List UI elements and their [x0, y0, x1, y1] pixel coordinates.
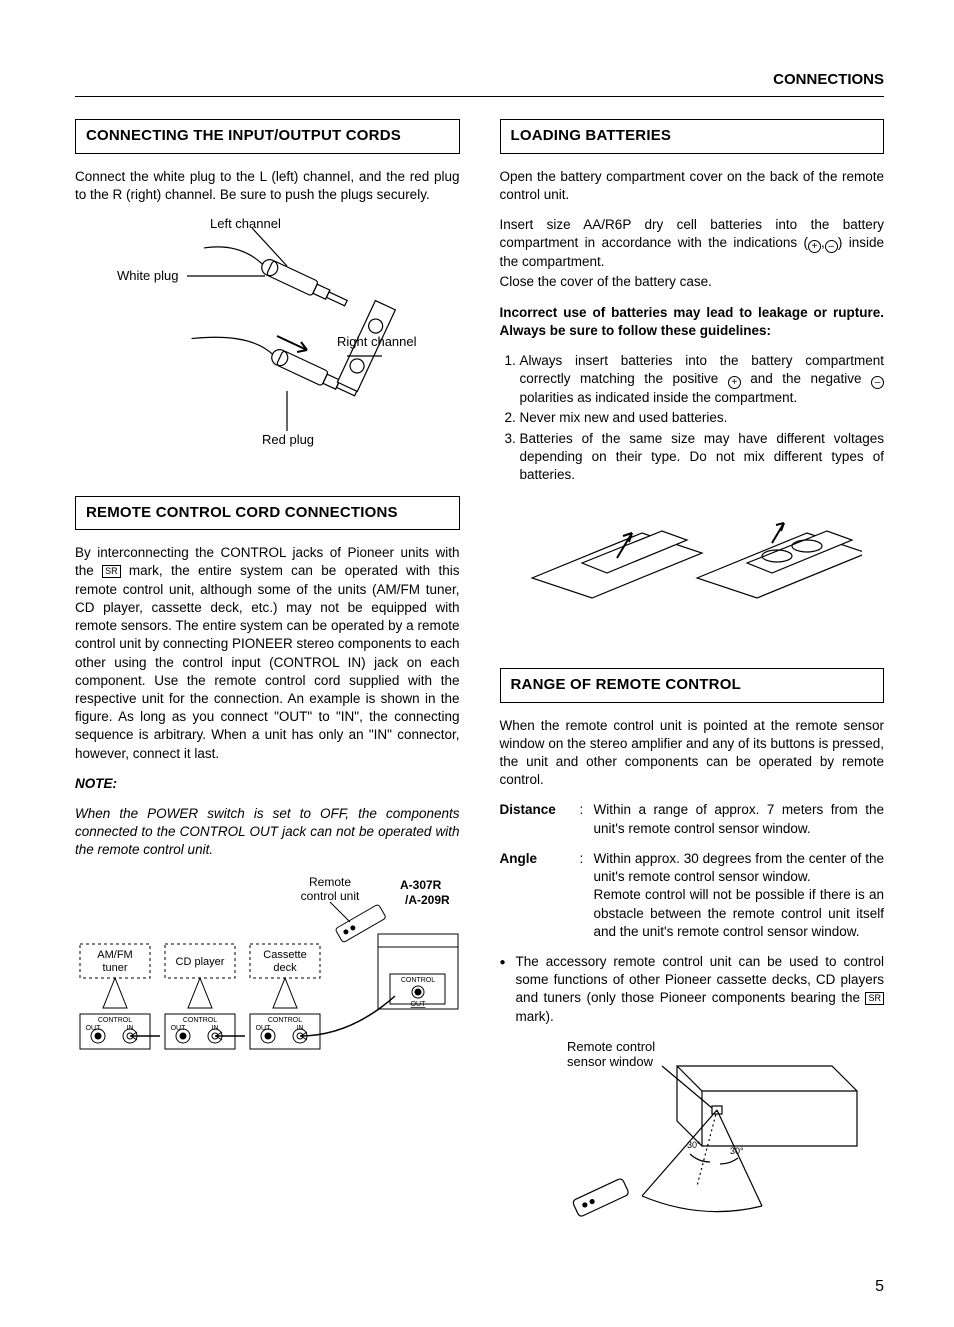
svg-text:OUT: OUT: [256, 1025, 272, 1032]
section-title-input-output: CONNECTING THE INPUT/OUTPUT CORDS: [75, 119, 460, 153]
svg-text:IN: IN: [297, 1025, 304, 1032]
list-item: The accessory remote control unit can be…: [500, 953, 885, 1026]
label-white-plug: White plug: [117, 268, 178, 283]
spec-label: Distance: [500, 801, 580, 837]
svg-text:30°: 30°: [730, 1146, 744, 1156]
spec-value: Within approx. 30 degrees from the cente…: [594, 850, 885, 941]
battery-diagram-svg: [522, 498, 862, 628]
svg-text:Cassette: Cassette: [263, 949, 306, 961]
section-title-range: RANGE OF REMOTE CONTROL: [500, 668, 885, 702]
svg-text:A-307R: A-307R: [400, 878, 442, 892]
list-item: Batteries of the same size may have diff…: [520, 430, 885, 485]
plus-icon: +: [808, 240, 821, 253]
svg-text:sensor window: sensor window: [567, 1054, 654, 1069]
svg-text:Remote control: Remote control: [567, 1039, 655, 1054]
paragraph: Close the cover of the battery case.: [500, 273, 885, 291]
sr-mark-icon: SR: [865, 992, 884, 1005]
svg-text:OUT: OUT: [171, 1025, 187, 1032]
warning-heading: Incorrect use of batteries may lead to l…: [500, 304, 885, 340]
spec-value: Within a range of approx. 7 meters from …: [594, 801, 885, 837]
plus-icon: +: [728, 376, 741, 389]
paragraph: By interconnecting the CONTROL jacks of …: [75, 544, 460, 763]
svg-text:AM/FM: AM/FM: [97, 949, 132, 961]
paragraph: When the remote control unit is pointed …: [500, 717, 885, 790]
svg-text:/A-209R: /A-209R: [405, 893, 450, 907]
section-title-batteries: LOADING BATTERIES: [500, 119, 885, 153]
svg-text:CONTROL: CONTROL: [401, 977, 435, 984]
bullet-list: The accessory remote control unit can be…: [500, 953, 885, 1026]
colon: :: [580, 850, 594, 941]
note-heading: NOTE:: [75, 775, 460, 793]
section-title-remote-cord: REMOTE CONTROL CORD CONNECTIONS: [75, 496, 460, 530]
system-chain-svg: Remote control unit A-307R /A-209R: [75, 874, 465, 1074]
figure-range: Remote control sensor window: [500, 1036, 885, 1226]
svg-text:IN: IN: [127, 1025, 134, 1032]
colon: :: [580, 801, 594, 837]
minus-icon: –: [871, 376, 884, 389]
label-left-channel: Left channel: [210, 216, 281, 231]
note-body: When the POWER switch is set to OFF, the…: [75, 805, 460, 860]
svg-text:CD player: CD player: [176, 956, 225, 968]
paragraph: Open the battery compartment cover on th…: [500, 168, 885, 204]
spec-distance: Distance : Within a range of approx. 7 m…: [500, 801, 885, 837]
two-column-layout: CONNECTING THE INPUT/OUTPUT CORDS Connec…: [75, 119, 884, 1246]
page-header: CONNECTIONS: [75, 70, 884, 90]
paragraph: Connect the white plug to the L (left) c…: [75, 168, 460, 204]
svg-text:tuner: tuner: [102, 962, 127, 974]
paragraph: Insert size AA/R6P dry cell batteries in…: [500, 216, 885, 271]
figure-battery: [500, 498, 885, 628]
spec-label: Angle: [500, 850, 580, 941]
page-number: 5: [75, 1276, 884, 1298]
sr-mark-icon: SR: [102, 565, 121, 578]
label-right-channel: Right channel: [337, 334, 417, 349]
svg-text:CONTROL: CONTROL: [268, 1017, 302, 1024]
svg-text:30°: 30°: [687, 1140, 701, 1150]
svg-text:CONTROL: CONTROL: [183, 1017, 217, 1024]
right-column: LOADING BATTERIES Open the battery compa…: [500, 119, 885, 1246]
svg-text:CONTROL: CONTROL: [98, 1017, 132, 1024]
spec-angle: Angle : Within approx. 30 degrees from t…: [500, 850, 885, 941]
svg-text:deck: deck: [273, 962, 297, 974]
figure-plugs: Left channel White plug Right channel Re…: [75, 216, 460, 476]
svg-text:OUT: OUT: [411, 1001, 427, 1008]
range-diagram-svg: Remote control sensor window: [512, 1036, 872, 1226]
figure-system-chain: Remote control unit A-307R /A-209R: [75, 874, 460, 1074]
svg-text:Remote: Remote: [309, 875, 351, 889]
list-item: Always insert batteries into the battery…: [520, 352, 885, 407]
plugs-diagram-svg: Left channel White plug Right channel Re…: [102, 216, 432, 476]
svg-text:OUT: OUT: [86, 1025, 102, 1032]
left-column: CONNECTING THE INPUT/OUTPUT CORDS Connec…: [75, 119, 460, 1246]
svg-text:control unit: control unit: [301, 889, 360, 903]
svg-text:IN: IN: [212, 1025, 219, 1032]
horizontal-rule: [75, 96, 884, 97]
label-red-plug: Red plug: [262, 432, 314, 447]
minus-icon: –: [825, 240, 838, 253]
guidelines-list: Always insert batteries into the battery…: [500, 352, 885, 484]
list-item: Never mix new and used batteries.: [520, 409, 885, 427]
